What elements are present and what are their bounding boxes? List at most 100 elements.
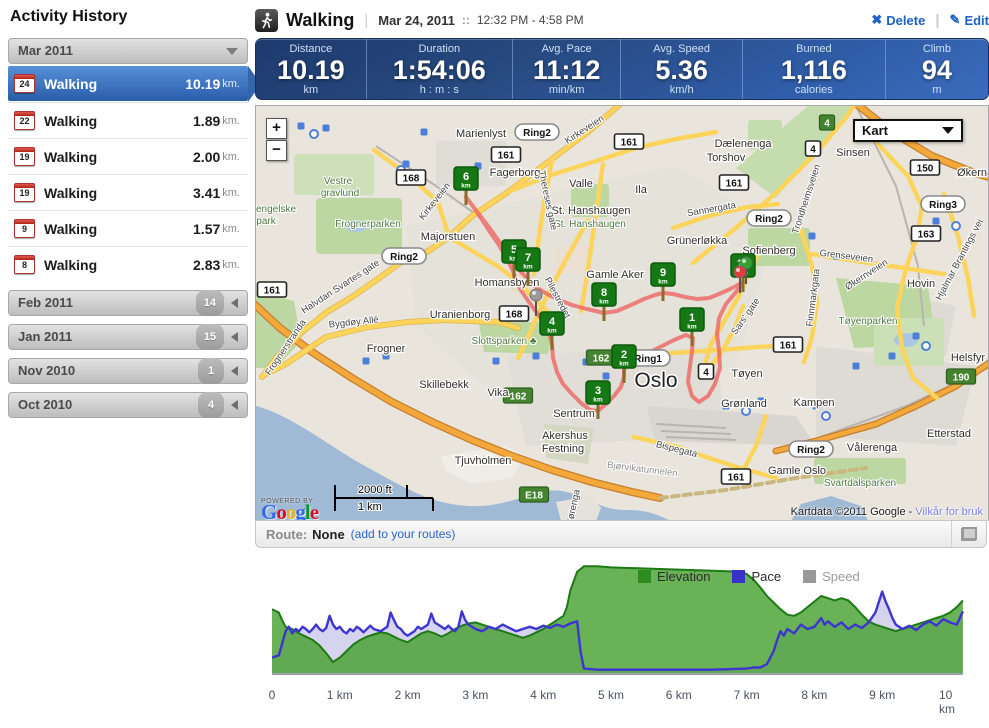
map-label: Vestre (324, 176, 353, 187)
road-shield: Ring2 (381, 247, 427, 265)
stat-unit: m (932, 84, 942, 96)
transit-stop-icon (757, 397, 765, 405)
calendar-icon: 22 (14, 111, 35, 130)
svg-text:9: 9 (660, 267, 666, 279)
map-label: Fagerborg (490, 167, 541, 179)
road-shield: 4 (818, 114, 836, 131)
km-marker: 1km (679, 307, 705, 346)
road-shield: 161 (718, 174, 750, 191)
delete-x-icon: ✖ (871, 12, 883, 27)
activity-row[interactable]: 19 Walking 2.00 km. (8, 138, 248, 174)
activity-row[interactable]: 22 Walking 1.89 km. (8, 102, 248, 138)
legend-swatch (732, 570, 746, 583)
map-type-selector[interactable]: Kart (853, 119, 963, 142)
svg-text:150: 150 (917, 164, 934, 175)
month-header-collapsed[interactable]: Jan 2011 15 (8, 324, 248, 350)
map-canvas[interactable]: 16116116116116116116816844150163Ring2Rin… (256, 106, 988, 521)
transit-stop-icon (382, 352, 390, 360)
calendar-icon: 9 (14, 219, 35, 238)
activity-row[interactable]: 8 Walking 2.83 km. (8, 246, 248, 282)
calendar-day: 8 (21, 260, 27, 270)
map-panel[interactable]: 161 161 161 161 161 161 168 168 4 4 150 163 Ring2 Rin… (255, 105, 989, 521)
x-tick-label: 8 km (801, 688, 828, 702)
legend-item-speed[interactable]: Speed (803, 569, 860, 584)
month-header-current[interactable]: Mar 2011 (8, 38, 248, 64)
month-header-collapsed[interactable]: Oct 2010 4 (8, 392, 248, 418)
km-marker: 9km (650, 262, 676, 301)
map-label: Frognerparken (335, 219, 401, 230)
map-label: Tøyenparken (839, 316, 898, 327)
map-label: Kampen (794, 397, 835, 409)
svg-text:8: 8 (601, 287, 607, 299)
activity-distance: 1.57 (193, 220, 221, 237)
stat-burned: Burned 1,116 calories (741, 39, 885, 99)
legend-item-pace[interactable]: Pace (732, 569, 781, 584)
stat-label: Duration (418, 43, 461, 55)
terms-link[interactable]: Vilkår for bruk (915, 506, 983, 518)
legend-item-elevation[interactable]: Elevation (638, 569, 710, 584)
transit-stop-icon (297, 122, 305, 130)
svg-text:E18: E18 (525, 491, 543, 502)
route-value: None (312, 526, 345, 542)
road-shield: Ring2 (788, 440, 834, 458)
edit-button[interactable]: ✎ Edit (949, 12, 989, 28)
activity-count-badge: 4 (198, 392, 224, 418)
activity-row[interactable]: 19 Walking 3.41 km. (8, 174, 248, 210)
km-marker: 2km (611, 344, 637, 383)
road-shield: 161 (613, 133, 645, 150)
svg-text:Ring2: Ring2 (523, 128, 551, 139)
stat-value: 1,116 (780, 55, 847, 85)
map-label: Gamle Aker (586, 269, 644, 281)
elevation-pace-chart: Elevation Pace Speed 0 1 km 2 km 3 km 4 km 5 km… (269, 563, 972, 716)
svg-text:km: km (509, 256, 519, 263)
map-label: Homansbyen (475, 277, 540, 289)
calendar-icon: 19 (14, 183, 35, 202)
zoom-in-button[interactable]: + (266, 118, 287, 139)
activity-row[interactable]: 9 Walking 1.57 km. (8, 210, 248, 246)
svg-text:163: 163 (918, 230, 935, 241)
page-title: Walking (286, 9, 355, 30)
distance-unit: km. (222, 222, 240, 235)
svg-text:km: km (547, 328, 557, 335)
map-label: Grønland (721, 398, 767, 410)
transit-stop-icon (932, 217, 940, 225)
scale-km-label: 1 km (358, 501, 382, 513)
road-shield: 161 (772, 336, 804, 353)
chart-x-axis: 0 1 km 2 km 3 km 4 km 5 km 6 km 7 km 8 km 9 km 10 … (269, 688, 972, 716)
month-header-collapsed[interactable]: Nov 2010 1 (8, 358, 248, 384)
legend-label: Pace (751, 569, 782, 584)
google-logo: POWERED BY Google (261, 498, 319, 521)
map-label: Majorstuen (421, 231, 475, 243)
fullscreen-button[interactable] (952, 521, 986, 547)
svg-text:161: 161 (728, 473, 745, 484)
svg-text:161: 161 (621, 138, 638, 149)
svg-text:km: km (461, 183, 471, 190)
header-actions: ✖ Delete | ✎ Edit (871, 11, 989, 29)
svg-text:km: km (619, 361, 629, 368)
zoom-out-button[interactable]: − (266, 140, 287, 161)
month-header-collapsed[interactable]: Feb 2011 14 (8, 290, 248, 316)
map-label: Vika (487, 387, 509, 399)
activity-count-badge: 14 (195, 290, 224, 316)
x-tick-label: 4 km (530, 688, 557, 702)
x-tick-label: 3 km (462, 688, 489, 702)
transit-stop-icon (420, 128, 428, 136)
transit-stop-icon (912, 332, 920, 340)
map-label: Festning (542, 443, 584, 455)
map-label: Etterstad (927, 428, 971, 440)
activity-type-label: Walking (44, 220, 98, 237)
month-label: Oct 2010 (18, 397, 73, 412)
add-to-routes-link[interactable]: (add to your routes) (350, 527, 456, 541)
road-shield: E18 (518, 486, 550, 503)
stat-climb: Climb 94 m (884, 39, 988, 99)
delete-button[interactable]: ✖ Delete (871, 12, 926, 28)
map-label: Uranienborg (430, 309, 491, 321)
header-divider: | (364, 11, 369, 29)
map-label: Gamle Oslo (768, 465, 826, 477)
activity-row[interactable]: 24 Walking 10.19 km. (8, 65, 261, 102)
svg-text:7: 7 (525, 252, 531, 264)
svg-text:4: 4 (824, 119, 830, 130)
calendar-icon: 19 (14, 147, 35, 166)
map-label: Marienlyst (456, 128, 506, 140)
